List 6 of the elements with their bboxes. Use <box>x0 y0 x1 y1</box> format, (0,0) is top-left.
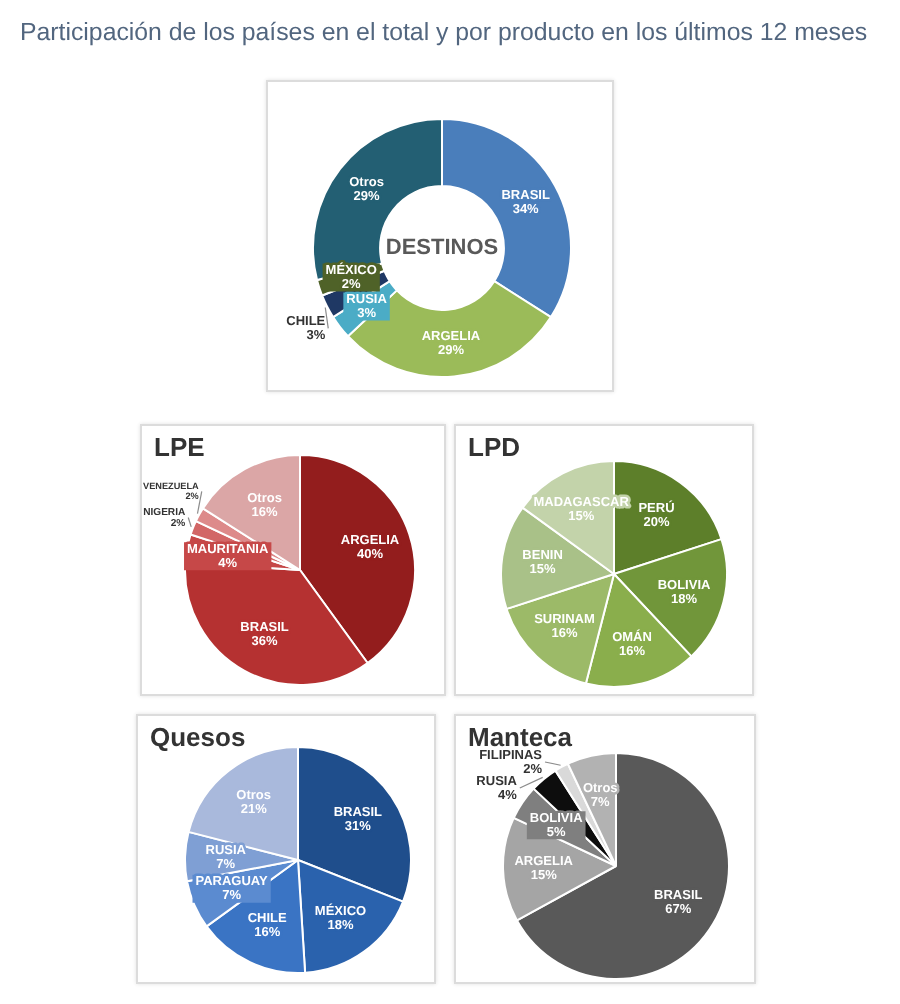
chart-title: LPD <box>468 432 520 462</box>
chart-title: Quesos <box>150 722 246 752</box>
text: DESTINOS <box>385 236 499 261</box>
chart-title: Manteca <box>468 722 574 752</box>
chart-title: LPE <box>154 432 206 462</box>
text: Participación de los países en el total y por producto en los últimos 12 meses <box>20 16 870 50</box>
